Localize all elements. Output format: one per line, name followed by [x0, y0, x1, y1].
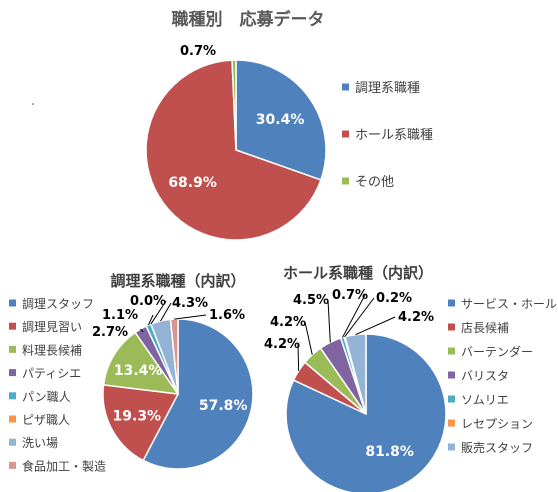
hall-legend-swatch-6 [448, 443, 455, 451]
hall-legend-label-5: レセプション [461, 417, 533, 431]
cook-data-label-4: 1.1% [102, 308, 138, 323]
hall-leader-5 [344, 297, 375, 338]
cook-slice-2 [102, 331, 180, 395]
hall-data-label-5: 0.2% [376, 291, 412, 306]
hall-legend-swatch-3 [448, 371, 455, 379]
hall-legend-swatch-5 [448, 419, 455, 427]
hall-data-label-3: 4.5% [293, 293, 329, 308]
cook-legend-label-5: ピザ職人 [22, 413, 70, 427]
cook-legend-label-0: 調理スタッフ [22, 297, 94, 311]
cook-data-label-2: 13.4% [114, 363, 163, 379]
cook-data-label-0: 57.8% [199, 398, 248, 414]
hall-legend-swatch-4 [448, 395, 455, 403]
cook-legend-label-3: パティシエ [22, 367, 81, 381]
main-chart-title: 職種別 応募データ [172, 9, 325, 30]
cook-legend-label-4: パン職人 [22, 390, 71, 404]
hall-legend-label-1: 店長候補 [461, 321, 509, 335]
cook-slice-1 [102, 384, 180, 462]
cook-legend-label-7: 食品加工・製造 [22, 458, 106, 473]
cook-legend-label-2: 料理長候補 [22, 343, 82, 357]
main-legend-swatch-0 [342, 83, 349, 91]
cook-legend-swatch-5 [9, 415, 16, 423]
cook-legend-swatch-4 [9, 392, 16, 400]
cook-legend-label-1: 調理見習い [22, 320, 82, 334]
main-legend-label-1: ホール系職種 [355, 127, 433, 143]
hall-legend-swatch-1 [448, 323, 455, 331]
cook-leader-5 [150, 300, 167, 325]
cook-legend-swatch-7 [9, 461, 16, 469]
cook-data-label-5: 0.0% [130, 294, 166, 309]
hall-leader-6 [355, 316, 396, 336]
cook-leader-3 [140, 328, 144, 333]
hall-legend-swatch-0 [448, 299, 455, 307]
hall-leader-2 [304, 321, 313, 355]
hall-legend-label-0: サービス・ホール [461, 297, 557, 311]
cook-data-label-1: 19.3% [113, 409, 162, 425]
cook-data-label-3: 2.7% [92, 325, 128, 340]
cook-legend-swatch-0 [9, 299, 16, 307]
hall-chart-title: ホール系職種（内訳） [283, 264, 433, 282]
hall-data-label-0: 81.8% [365, 444, 414, 460]
hall-leader-3 [327, 299, 331, 343]
hall-data-label-6: 4.2% [398, 310, 434, 325]
main-slice-2 [231, 59, 237, 151]
cook-legend-swatch-2 [9, 345, 16, 353]
hall-legend-swatch-2 [448, 347, 455, 355]
cook-legend-swatch-1 [9, 322, 16, 330]
main-data-label-0: 30.4% [256, 112, 305, 128]
hall-legend-label-4: ソムリエ [461, 393, 509, 407]
cook-data-label-7: 1.6% [209, 308, 245, 323]
main-legend-swatch-1 [342, 130, 349, 138]
hall-data-label-2: 4.2% [270, 315, 306, 330]
cook-legend-swatch-3 [9, 369, 16, 377]
cook-data-label-6: 4.3% [172, 296, 208, 311]
cook-leader-6 [160, 302, 172, 322]
hall-data-label-4: 0.7% [332, 288, 368, 303]
cook-leader-4 [148, 314, 154, 326]
main-slice-1 [145, 59, 322, 241]
cook-legend-swatch-6 [9, 438, 16, 446]
hall-legend-label-2: バーテンダー [461, 344, 533, 359]
hall-leader-1 [297, 343, 300, 371]
stray-dot [32, 103, 34, 105]
hall-data-label-1: 4.2% [264, 337, 300, 352]
hall-legend-label-6: 販売スタッフ [461, 440, 533, 455]
cook-slice-0 [142, 318, 254, 470]
cook-legend-label-6: 洗い場 [22, 436, 58, 450]
main-legend-swatch-2 [342, 177, 349, 185]
main-legend-label-2: その他 [355, 175, 394, 190]
hall-legend-label-3: バリスタ [461, 369, 509, 383]
main-legend-label-0: 調理系職種 [355, 80, 420, 96]
main-data-label-2: 0.7% [180, 44, 216, 59]
main-slice-0 [235, 59, 327, 181]
cook-chart-title: 調理系職種（内訳） [110, 272, 245, 290]
hall-leader-4 [341, 294, 366, 338]
cook-leader-7 [174, 314, 207, 320]
main-data-label-1: 68.9% [168, 175, 217, 191]
